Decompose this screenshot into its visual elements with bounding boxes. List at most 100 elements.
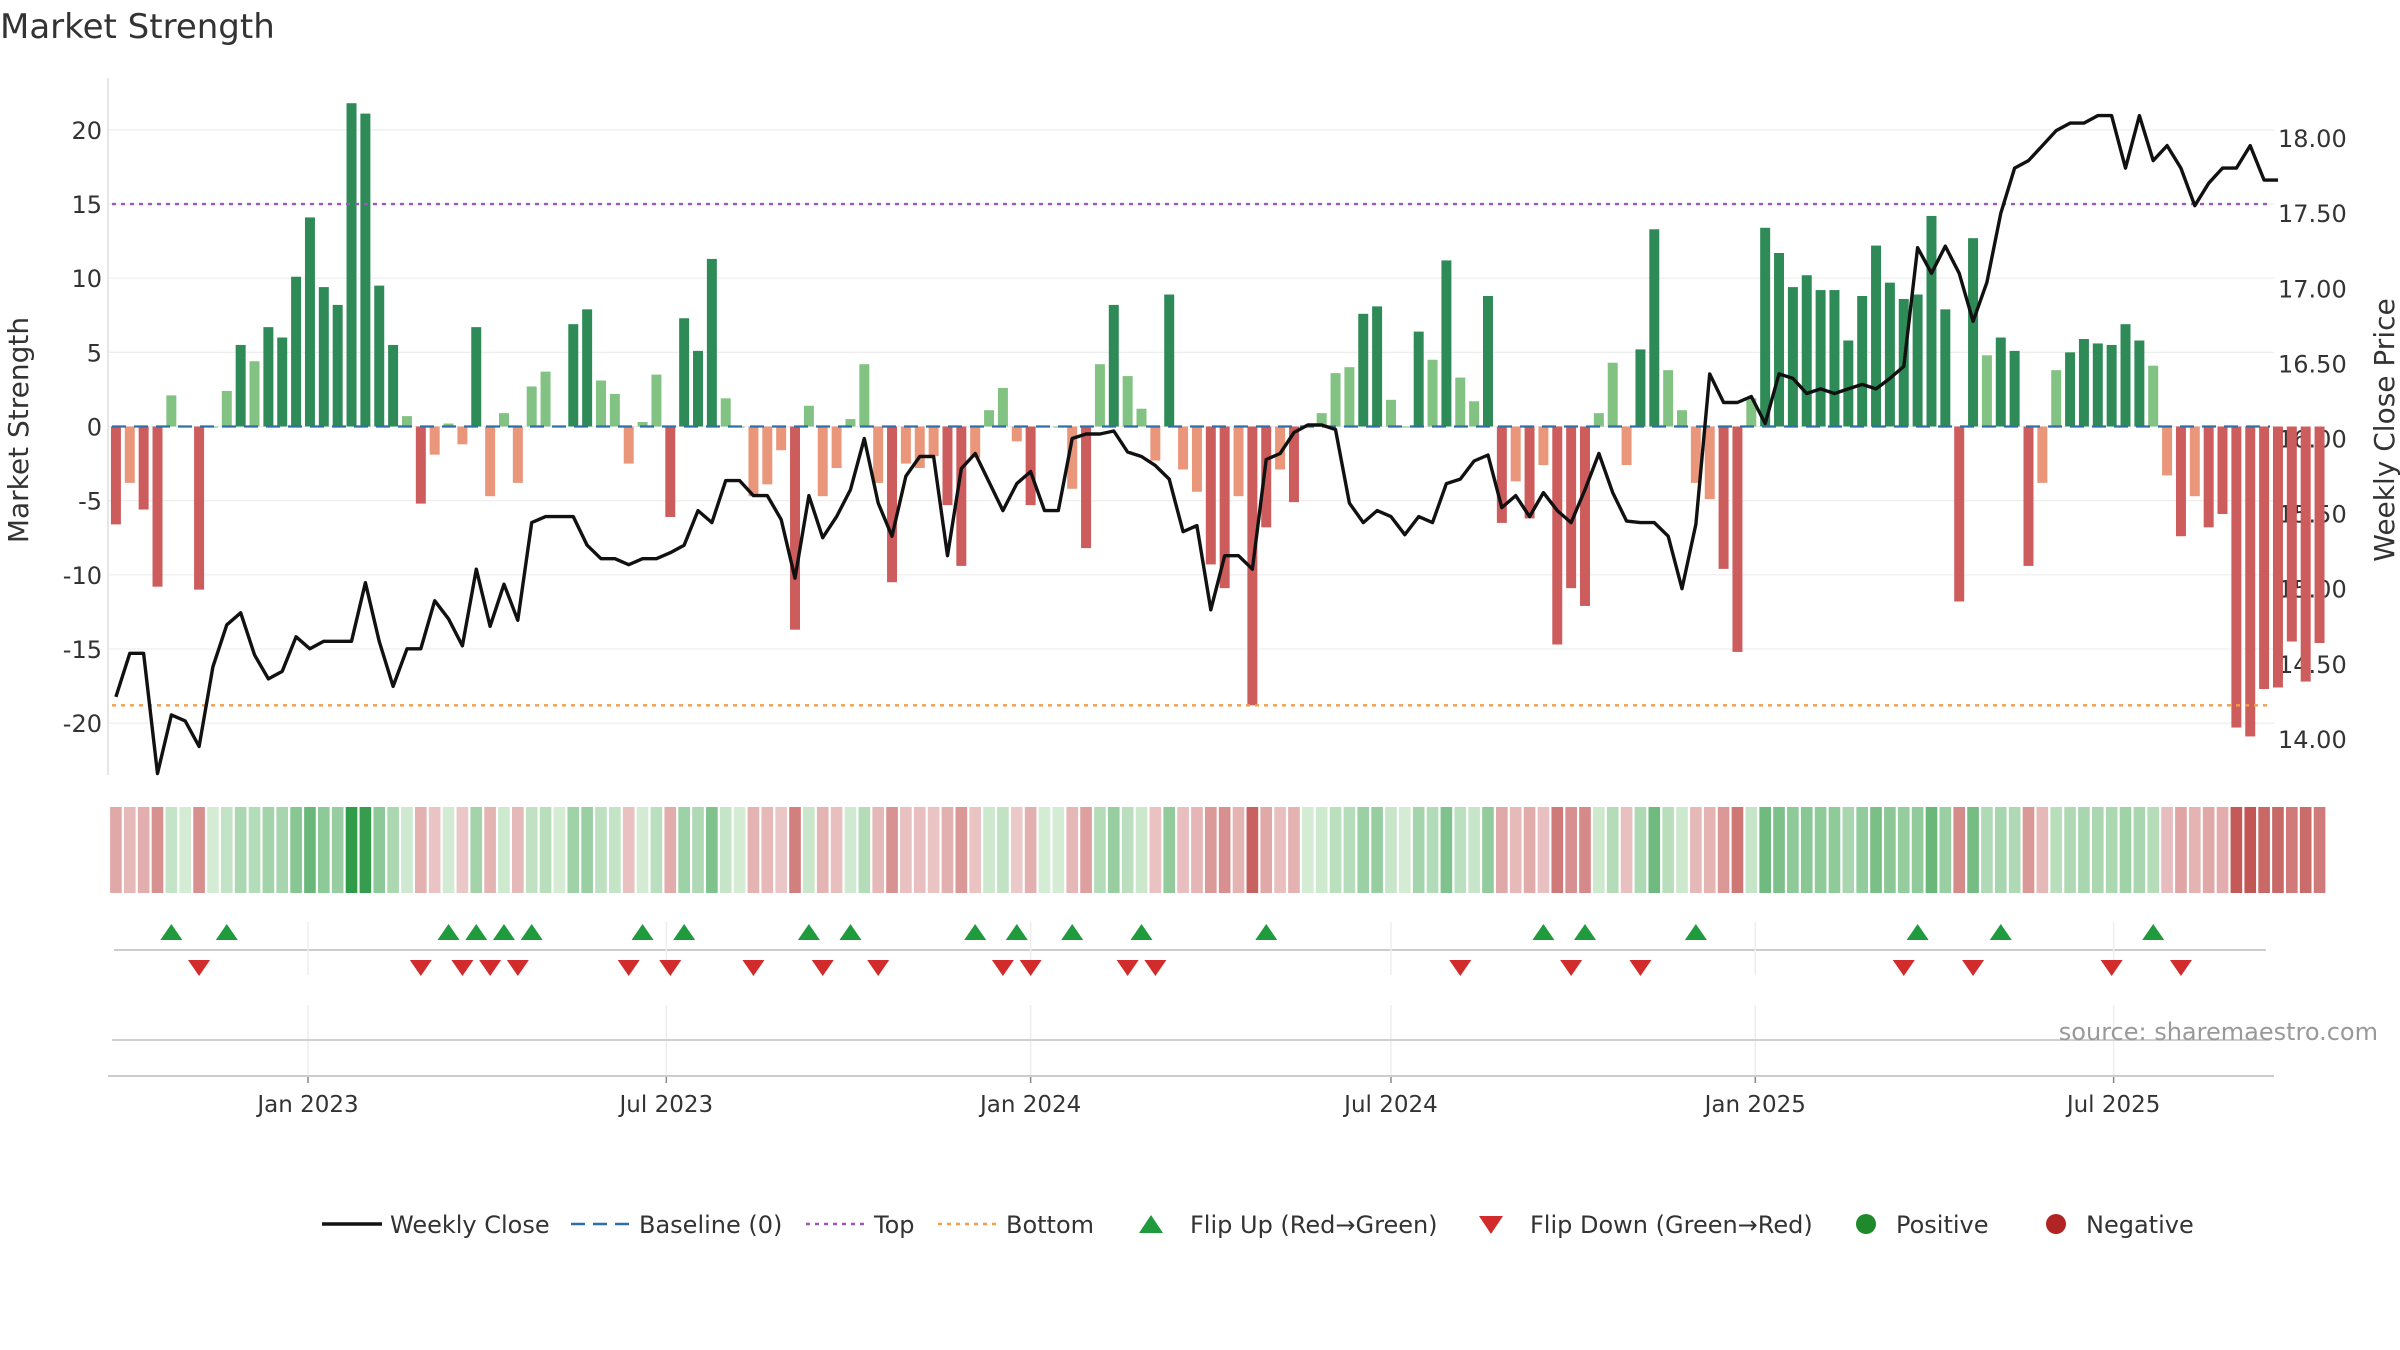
heat-cell bbox=[1329, 807, 1342, 893]
strength-bar bbox=[720, 398, 731, 427]
heat-cell bbox=[872, 807, 884, 893]
heat-cell bbox=[844, 807, 857, 893]
heat-cell bbox=[1634, 807, 1647, 893]
heat-cell bbox=[2299, 807, 2312, 893]
reference-lines bbox=[112, 202, 2270, 707]
heat-cell bbox=[1953, 807, 1966, 893]
heat-cell bbox=[567, 807, 580, 893]
heat-cell bbox=[886, 807, 898, 893]
strength-bar bbox=[1663, 370, 1674, 427]
strength-bar bbox=[651, 374, 662, 427]
strength-bar bbox=[1649, 229, 1660, 427]
flip-up-marker bbox=[492, 924, 515, 940]
heat-cell bbox=[1703, 807, 1716, 893]
heat-cell bbox=[2313, 807, 2326, 893]
strength-bar bbox=[443, 423, 454, 427]
strength-bar bbox=[1704, 426, 1715, 500]
heat-cell bbox=[650, 807, 663, 893]
heat-cell bbox=[1440, 807, 1453, 893]
strength-bar bbox=[1372, 306, 1383, 427]
heat-cell bbox=[1024, 807, 1037, 893]
strength-bar bbox=[1843, 340, 1854, 427]
strength-bar bbox=[1732, 426, 1743, 652]
heat-cell bbox=[595, 807, 607, 893]
strength-bar bbox=[415, 426, 426, 504]
strength-bar bbox=[2203, 426, 2214, 528]
heat-cell bbox=[609, 807, 621, 893]
heat-cell bbox=[1149, 807, 1162, 893]
legend-swatch bbox=[1139, 1215, 1163, 1233]
strength-bar bbox=[1233, 426, 1244, 497]
heat-cell bbox=[1690, 807, 1702, 893]
heat-cell bbox=[1426, 807, 1439, 893]
heat-cell bbox=[789, 807, 801, 893]
flip-up-marker bbox=[1684, 924, 1707, 940]
strength-bar bbox=[1760, 227, 1771, 427]
heat-cell bbox=[2175, 807, 2187, 893]
strength-bar bbox=[1399, 426, 1410, 428]
flip-down-marker bbox=[2169, 960, 2192, 976]
heat-cell bbox=[262, 807, 275, 893]
heat-cell bbox=[1038, 807, 1051, 893]
strength-bar bbox=[1815, 290, 1826, 427]
heat-cell bbox=[1399, 807, 1411, 893]
flip-up-marker bbox=[839, 924, 862, 940]
heat-cell bbox=[1523, 807, 1536, 893]
x-tick-label: Jul 2025 bbox=[2065, 1092, 2161, 1118]
strength-bar bbox=[2314, 426, 2325, 644]
legend-label: Negative bbox=[2086, 1211, 2194, 1239]
strength-bar bbox=[498, 413, 509, 427]
flip-up-marker bbox=[215, 924, 238, 940]
heat-cell bbox=[1246, 807, 1259, 893]
source-note: source: sharemaestro.com bbox=[2059, 1018, 2378, 1046]
heat-cell bbox=[1981, 807, 1993, 893]
heat-cell bbox=[1814, 807, 1827, 893]
heat-cell bbox=[2244, 807, 2257, 893]
flip-up-marker bbox=[631, 924, 654, 940]
flip-down-marker bbox=[1449, 960, 1472, 976]
heat-cell bbox=[830, 807, 843, 893]
heat-cell bbox=[1565, 807, 1577, 893]
flip-down-marker bbox=[617, 960, 640, 976]
heat-cell bbox=[1496, 807, 1508, 893]
heat-cell bbox=[747, 807, 760, 893]
heat-cell bbox=[359, 807, 372, 893]
strength-bar bbox=[2286, 426, 2297, 642]
flip-down-marker bbox=[1962, 960, 1985, 976]
heat-cell bbox=[1676, 807, 1688, 893]
heat-cell bbox=[1731, 807, 1744, 893]
strength-bar bbox=[997, 387, 1008, 427]
heat-cell bbox=[969, 807, 982, 893]
heat-cell bbox=[428, 807, 441, 893]
flip-up-marker bbox=[1573, 924, 1596, 940]
strength-bar bbox=[1150, 426, 1161, 461]
weekly-close-line bbox=[114, 113, 2278, 776]
strength-bar bbox=[2300, 426, 2311, 682]
y-axis-label: Market Strength bbox=[2, 317, 35, 543]
strength-bar bbox=[1496, 426, 1507, 523]
heat-cell bbox=[1800, 807, 1813, 893]
strength-bar bbox=[1580, 426, 1590, 606]
heat-cell bbox=[2285, 807, 2298, 893]
strength-bar bbox=[152, 426, 163, 587]
flip-up-marker bbox=[437, 924, 460, 940]
heat-cell bbox=[997, 807, 1009, 893]
strength-bar bbox=[346, 103, 357, 427]
strength-bar bbox=[1940, 309, 1951, 427]
strength-bar bbox=[124, 426, 135, 483]
strength-bar bbox=[1857, 295, 1868, 427]
strength-bar bbox=[1191, 426, 1202, 492]
heat-cell bbox=[387, 807, 399, 893]
heat-cell bbox=[484, 807, 496, 893]
y-tick-label: -20 bbox=[63, 710, 102, 738]
heat-cell bbox=[165, 807, 178, 893]
heat-cell bbox=[1260, 807, 1273, 893]
heat-cell bbox=[1662, 807, 1674, 893]
y2-tick-label: 18.00 bbox=[2278, 125, 2347, 153]
strength-bar bbox=[277, 337, 288, 427]
heat-cell bbox=[664, 807, 677, 893]
flip-up-marker bbox=[160, 924, 183, 940]
strength-bar bbox=[1011, 426, 1022, 442]
heat-cell bbox=[1288, 807, 1300, 893]
heat-cell bbox=[1357, 807, 1370, 893]
